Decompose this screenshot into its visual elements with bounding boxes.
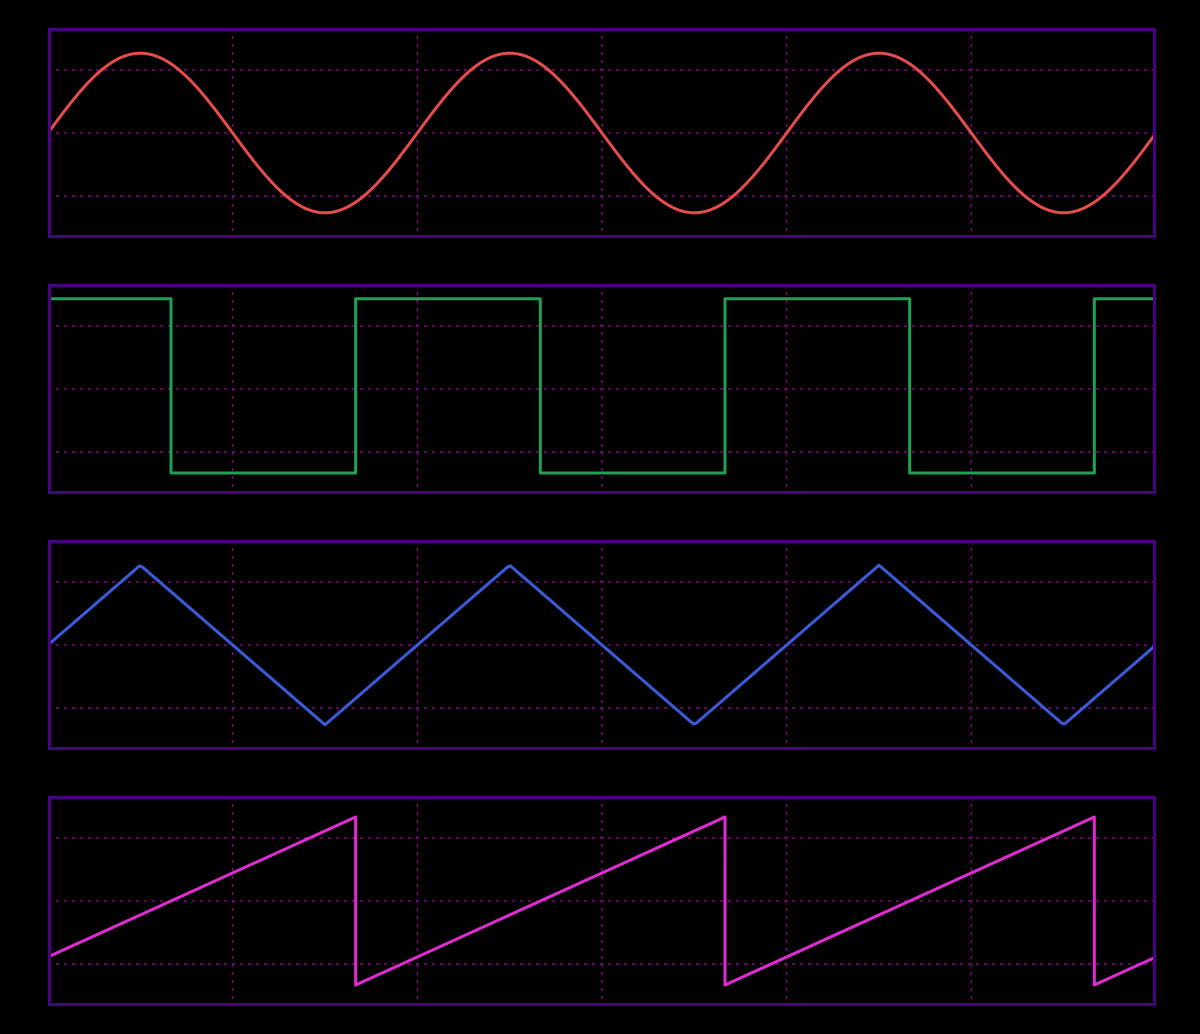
waveform-panel-triangle <box>48 540 1156 750</box>
waveform-svg-triangle <box>48 540 1156 750</box>
waveform-svg-square <box>48 284 1156 494</box>
waveform-panel-square <box>48 284 1156 494</box>
waveform-panel-sine <box>48 28 1156 238</box>
waveform-panel-sawtooth <box>48 796 1156 1006</box>
waveform-svg-sine <box>48 28 1156 238</box>
waveform-svg-sawtooth <box>48 796 1156 1006</box>
